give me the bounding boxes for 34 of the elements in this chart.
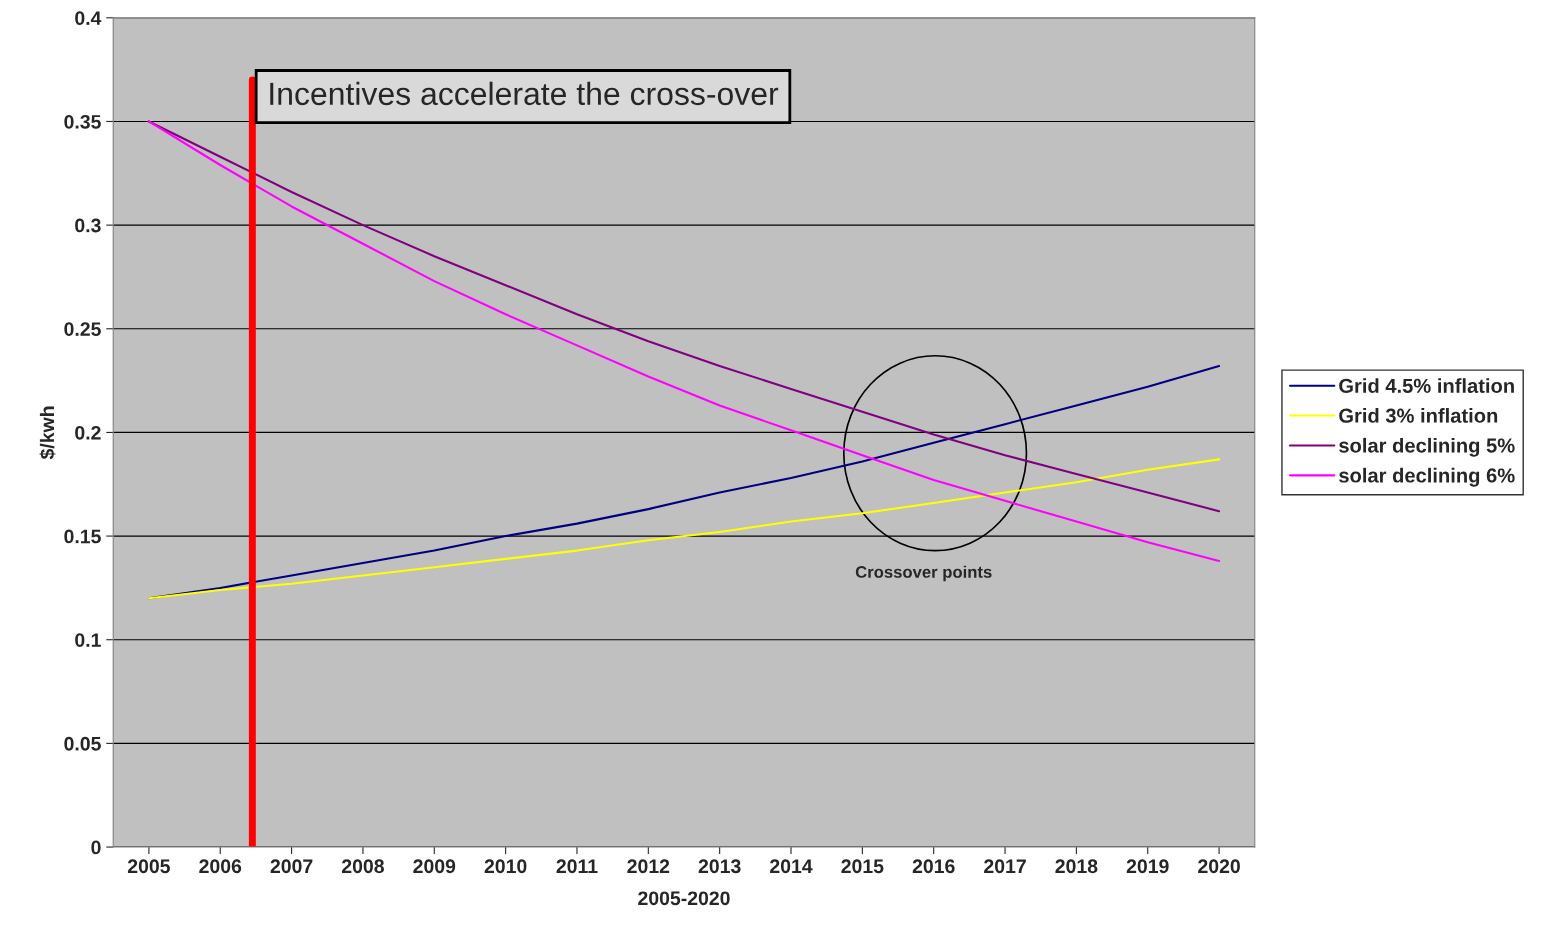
- y-tick-label: 0.35: [64, 114, 101, 129]
- x-tick-label: 2020: [1198, 859, 1240, 874]
- x-tick-label: 2010: [484, 859, 527, 874]
- y-tick-label: 0.05: [64, 736, 101, 751]
- x-tick-label: 2018: [1055, 859, 1098, 874]
- y-tick-label: 0.4: [75, 11, 102, 26]
- x-tick-label: 2015: [841, 859, 884, 874]
- legend-label: solar declining 6%: [1339, 467, 1515, 487]
- annotation: Crossover points: [855, 565, 992, 582]
- x-tick-label: 2014: [770, 859, 813, 874]
- x-tick-label: 2011: [556, 859, 598, 874]
- annotation: Incentives accelerate the cross-over: [270, 81, 779, 106]
- legend-label: Grid 3% inflation: [1339, 408, 1498, 423]
- x-tick-label: 2016: [912, 859, 955, 874]
- x-tick-label: 2006: [199, 859, 242, 874]
- y-tick-label: 0.3: [75, 218, 101, 233]
- legend-label: Grid 4.5% inflation: [1339, 378, 1514, 393]
- y-tick-label: 0.25: [64, 322, 101, 337]
- x-tick-label: 2008: [341, 859, 384, 874]
- legend-label: solar declining 5%: [1339, 437, 1515, 457]
- x-tick-label: 2009: [413, 859, 456, 874]
- x-tick-label: 2005: [127, 859, 170, 874]
- y-tick-label: 0.2: [75, 425, 101, 440]
- x-axis-title: 2005-2020: [638, 891, 730, 906]
- x-tick-label: 2017: [984, 859, 1026, 874]
- x-tick-label: 2007: [270, 859, 313, 874]
- line-series: [147, 458, 1221, 600]
- x-tick-label: 2012: [627, 859, 670, 874]
- x-tick-label: 2013: [698, 859, 741, 874]
- x-tick-label: 2019: [1126, 859, 1169, 874]
- y-tick-label: 0.15: [64, 529, 101, 544]
- y-tick-label: 0: [91, 840, 101, 855]
- y-tick-label: 0.1: [75, 633, 101, 647]
- y-axis-title: $/kwh: [39, 406, 56, 460]
